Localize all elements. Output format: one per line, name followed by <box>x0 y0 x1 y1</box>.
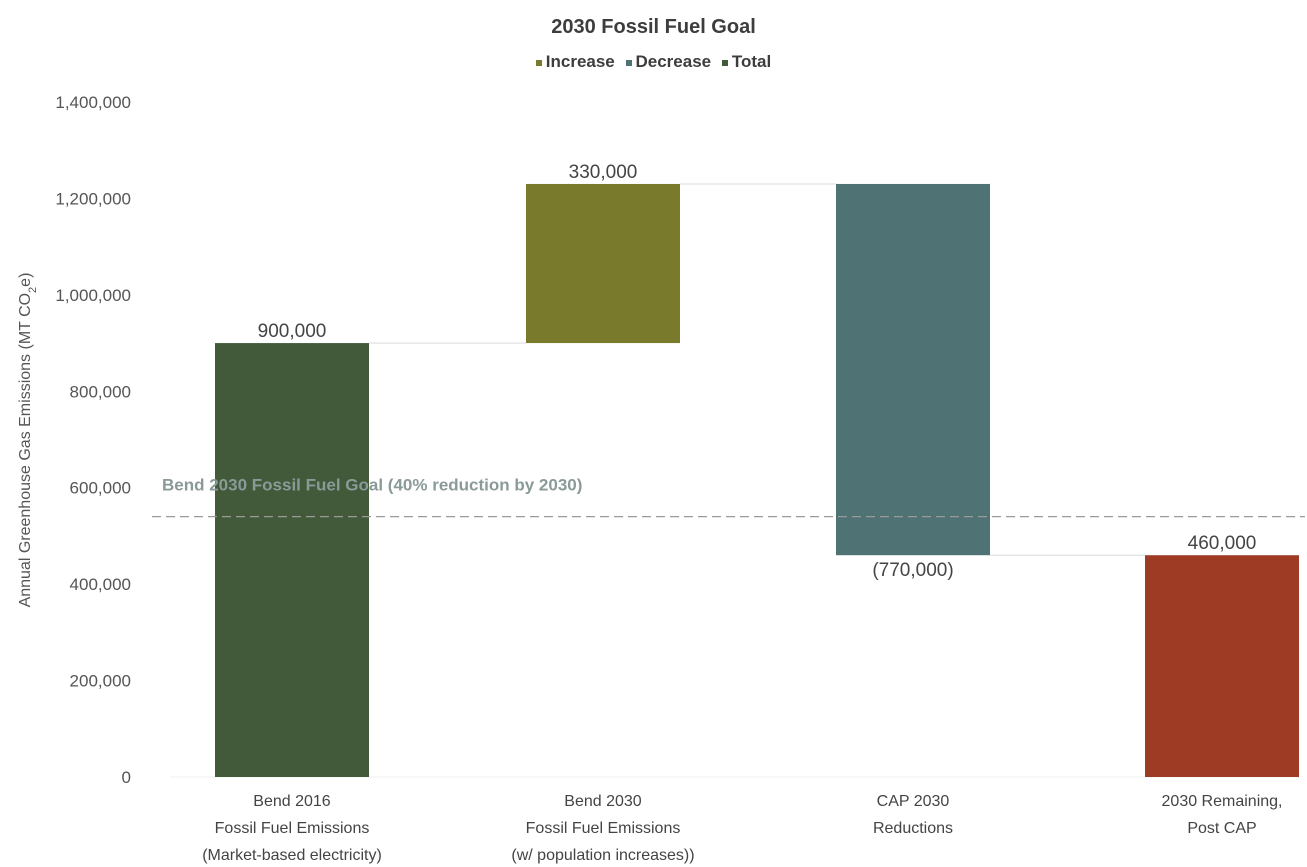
y-tick-label: 0 <box>122 768 131 787</box>
bar-decrease <box>836 183 990 556</box>
bar-total <box>215 343 369 777</box>
legend-label-increase: Increase <box>545 52 615 71</box>
legend-swatch-increase <box>535 59 542 66</box>
y-tick-label: 800,000 <box>70 382 131 401</box>
y-tick-label: 1,000,000 <box>55 286 131 305</box>
data-label: 460,000 <box>1188 533 1257 554</box>
goal-line-label: Bend 2030 Fossil Fuel Goal (40% reductio… <box>162 476 582 495</box>
data-label: (770,000) <box>872 560 953 581</box>
y-tick-label: 200,000 <box>70 672 131 691</box>
data-label: 330,000 <box>569 162 638 183</box>
y-tick-label: 400,000 <box>70 575 131 594</box>
bar-total <box>1145 555 1299 777</box>
x-category-label: CAP 2030 <box>877 793 950 810</box>
legend-item-increase: Increase <box>535 52 615 72</box>
x-category-label: Bend 2016 <box>253 793 331 810</box>
y-tick-label: 1,400,000 <box>55 93 131 112</box>
y-tick-label: 1,200,000 <box>55 189 131 208</box>
x-category-label: Post CAP <box>1187 820 1256 837</box>
y-axis-label: Annual Greenhouse Gas Emissions (MT CO2e… <box>17 273 39 608</box>
legend-swatch-decrease <box>625 59 632 66</box>
x-category-label: 2030 Remaining, <box>1162 793 1283 810</box>
bar-increase <box>526 183 680 344</box>
legend-label-decrease: Decrease <box>635 52 712 71</box>
x-category-label: (Market-based electricity) <box>202 847 382 864</box>
chart-legend: Increase Decrease Total <box>0 52 1307 72</box>
legend-swatch-total <box>721 59 728 66</box>
x-category-label: Bend 2030 <box>564 793 642 810</box>
y-tick-label: 600,000 <box>70 479 131 498</box>
x-category-label: Fossil Fuel Emissions <box>215 820 370 837</box>
x-category-label: Fossil Fuel Emissions <box>526 820 681 837</box>
x-category-label: (w/ population increases)) <box>511 847 694 864</box>
chart-title: 2030 Fossil Fuel Goal <box>551 16 756 38</box>
legend-item-total: Total <box>721 52 772 72</box>
x-category-label: Reductions <box>873 820 953 837</box>
data-label: 900,000 <box>258 321 327 342</box>
legend-item-decrease: Decrease <box>625 52 712 72</box>
legend-label-total: Total <box>731 52 772 71</box>
